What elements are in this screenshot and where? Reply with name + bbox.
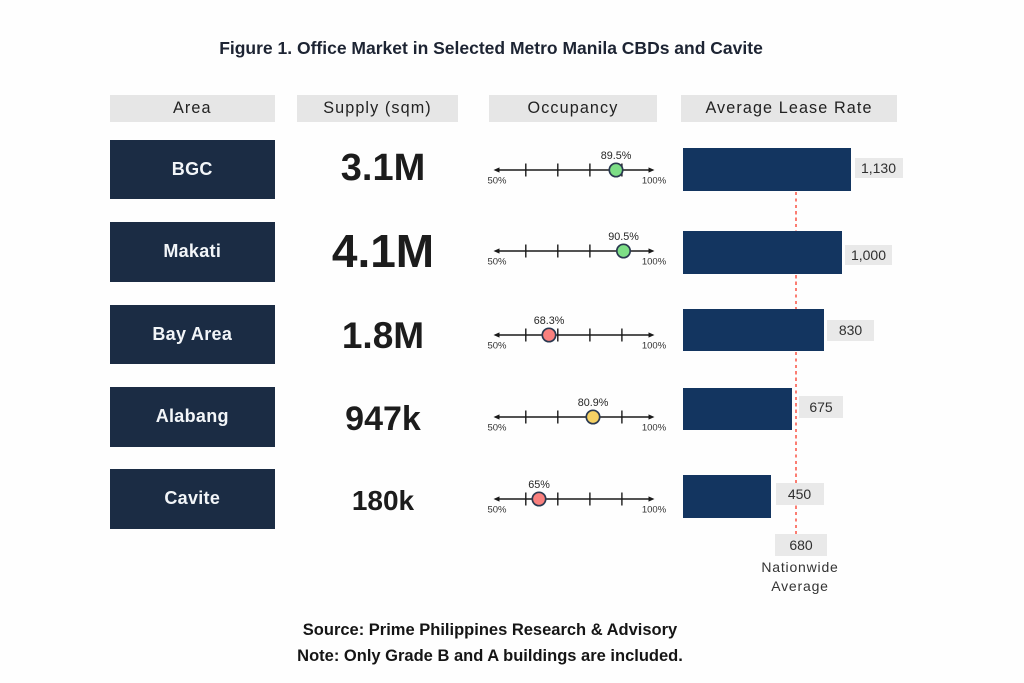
svg-text:50%: 50% — [487, 340, 507, 351]
svg-text:80.9%: 80.9% — [578, 397, 609, 409]
svg-text:100%: 100% — [642, 257, 667, 268]
svg-text:100%: 100% — [642, 505, 667, 516]
svg-text:65%: 65% — [528, 479, 550, 491]
svg-text:50%: 50% — [487, 423, 507, 434]
svg-text:50%: 50% — [487, 505, 507, 516]
svg-text:100%: 100% — [642, 423, 667, 434]
svg-text:100%: 100% — [642, 340, 667, 351]
svg-text:100%: 100% — [642, 176, 667, 187]
svg-text:50%: 50% — [487, 176, 507, 187]
svg-text:50%: 50% — [487, 257, 507, 268]
svg-text:90.5%: 90.5% — [608, 231, 639, 243]
svg-text:89.5%: 89.5% — [601, 150, 632, 162]
svg-text:68.3%: 68.3% — [534, 315, 565, 327]
